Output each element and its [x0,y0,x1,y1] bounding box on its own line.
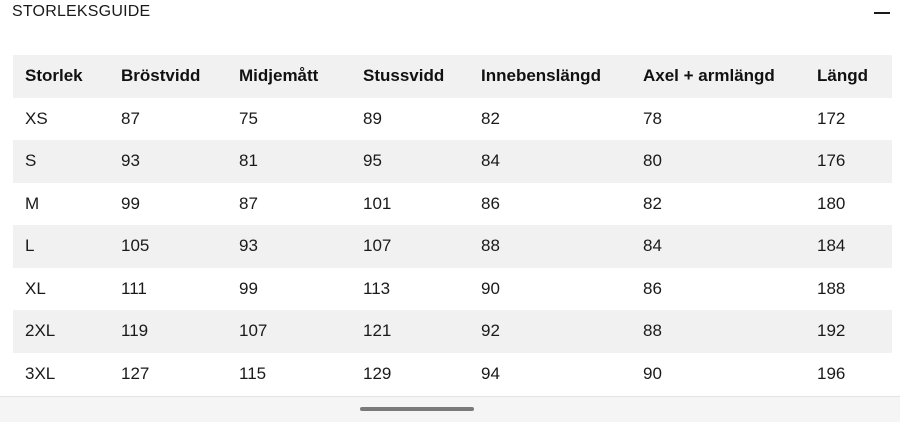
table-cell: 129 [363,363,392,383]
column-header-midjematt: Midjemått [239,66,319,86]
table-cell: 95 [363,151,382,171]
table-cell: 99 [239,278,258,298]
table-cell: 119 [121,321,149,341]
bottom-bar [0,396,900,422]
table-cell: 105 [121,236,150,256]
table-cell: 94 [481,363,500,383]
column-header-langd: Längd [817,66,868,86]
table-row: L 105 93 107 88 84 184 [13,225,892,268]
table-cell: 82 [481,108,500,128]
minus-icon [874,12,890,14]
table-cell: 89 [363,108,382,128]
table-cell: 92 [481,321,500,341]
collapse-button[interactable] [872,2,892,22]
table-cell: 172 [817,108,846,128]
table-cell: 111 [121,278,147,298]
table-cell: 180 [817,193,846,213]
table-cell: 121 [363,321,392,341]
table-cell: 101 [363,193,392,213]
table-cell: 90 [481,278,500,298]
table-header-row: Storlek Bröstvidd Midjemått Stussvidd In… [13,55,892,98]
table-cell: 84 [643,236,662,256]
table-cell: 93 [239,236,258,256]
table-cell: 81 [239,151,258,171]
table-cell: 107 [363,236,392,256]
table-cell: 127 [121,363,150,383]
home-indicator[interactable] [360,407,474,411]
table-cell: 87 [239,193,258,213]
table-cell: 93 [121,151,140,171]
table-cell: 192 [817,321,846,341]
table-cell: S [25,151,37,171]
table-cell: 113 [363,278,391,298]
table-cell: 75 [239,108,258,128]
table-cell: 78 [643,108,662,128]
column-header-brostvidd: Bröstvidd [121,66,201,86]
table-row: 3XL 127 115 129 94 90 196 [13,352,892,395]
table-cell: 196 [817,363,846,383]
table-cell: L [25,236,35,256]
size-table-container: Storlek Bröstvidd Midjemått Stussvidd In… [13,55,892,395]
table-cell: 82 [643,193,662,213]
table-cell: 86 [481,193,500,213]
table-cell: 3XL [25,363,56,383]
table-cell: 2XL [25,321,56,341]
column-header-stussvidd: Stussvidd [363,66,445,86]
column-header-storlek: Storlek [25,66,83,86]
table-cell: 84 [481,151,500,171]
table-cell: 87 [121,108,140,128]
table-cell: XL [25,278,46,298]
table-row: S 93 81 95 84 80 176 [13,140,892,183]
size-table: Storlek Bröstvidd Midjemått Stussvidd In… [13,55,892,395]
table-cell: 90 [643,363,662,383]
table-cell: 88 [643,321,662,341]
table-cell: M [25,193,40,213]
table-cell: XS [25,108,48,128]
column-header-innebenslangd: Innebenslängd [481,66,601,86]
table-cell: 184 [817,236,846,256]
table-cell: 99 [121,193,140,213]
table-cell: 80 [643,151,662,171]
table-cell: 86 [643,278,662,298]
table-cell: 107 [239,321,268,341]
table-cell: 115 [239,363,267,383]
table-row: 2XL 119 107 121 92 88 192 [13,310,892,353]
table-row: XS 87 75 89 82 78 172 [13,97,892,140]
page-title: STORLEKSGUIDE [12,3,151,20]
table-row: XL 111 99 113 90 86 188 [13,267,892,310]
column-header-axel-armlangd: Axel + armlängd [643,66,775,86]
table-cell: 176 [817,151,846,171]
table-cell: 88 [481,236,500,256]
size-guide-header: STORLEKSGUIDE [0,0,900,26]
table-row: M 99 87 101 86 82 180 [13,182,892,225]
table-cell: 188 [817,278,846,298]
